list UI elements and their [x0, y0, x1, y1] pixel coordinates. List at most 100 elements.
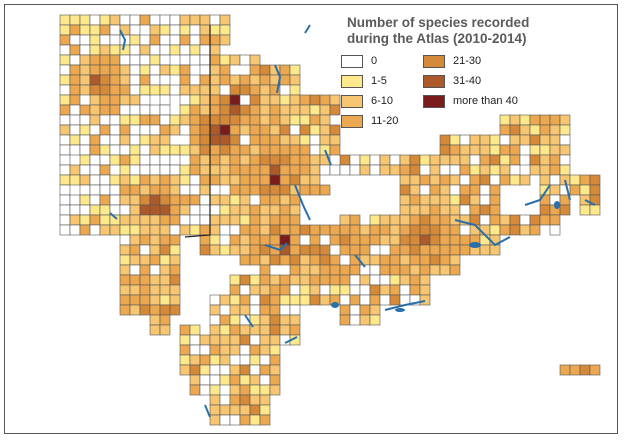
- atlas-square[interactable]: [59, 114, 71, 126]
- atlas-square[interactable]: [319, 264, 331, 276]
- atlas-square[interactable]: [449, 244, 461, 256]
- atlas-square[interactable]: [159, 164, 171, 176]
- atlas-square[interactable]: [209, 214, 221, 226]
- atlas-square[interactable]: [189, 14, 201, 26]
- atlas-square[interactable]: [259, 304, 271, 316]
- atlas-square[interactable]: [209, 114, 221, 126]
- atlas-square[interactable]: [479, 234, 491, 246]
- atlas-square[interactable]: [459, 154, 471, 166]
- atlas-square[interactable]: [309, 184, 321, 196]
- atlas-square[interactable]: [329, 264, 341, 276]
- atlas-square[interactable]: [379, 284, 391, 296]
- atlas-square[interactable]: [59, 44, 71, 56]
- atlas-square[interactable]: [249, 274, 261, 286]
- atlas-square[interactable]: [369, 214, 381, 226]
- atlas-square[interactable]: [359, 314, 371, 326]
- atlas-square[interactable]: [179, 194, 191, 206]
- atlas-square[interactable]: [69, 134, 81, 146]
- atlas-square[interactable]: [389, 234, 401, 246]
- atlas-square[interactable]: [519, 214, 531, 226]
- atlas-square[interactable]: [169, 274, 181, 286]
- atlas-square[interactable]: [489, 214, 501, 226]
- atlas-square[interactable]: [129, 84, 141, 96]
- atlas-square[interactable]: [109, 174, 121, 186]
- atlas-square[interactable]: [139, 104, 151, 116]
- atlas-square[interactable]: [79, 214, 91, 226]
- atlas-square[interactable]: [59, 164, 71, 176]
- atlas-square[interactable]: [239, 164, 251, 176]
- atlas-square[interactable]: [259, 124, 271, 136]
- atlas-square[interactable]: [299, 104, 311, 116]
- atlas-square[interactable]: [469, 154, 481, 166]
- atlas-square[interactable]: [549, 134, 561, 146]
- atlas-square[interactable]: [189, 74, 201, 86]
- atlas-square[interactable]: [289, 94, 301, 106]
- atlas-square[interactable]: [269, 384, 281, 396]
- atlas-square[interactable]: [199, 74, 211, 86]
- atlas-square[interactable]: [329, 284, 341, 296]
- atlas-square[interactable]: [199, 224, 211, 236]
- atlas-square[interactable]: [279, 194, 291, 206]
- atlas-square[interactable]: [329, 234, 341, 246]
- atlas-square[interactable]: [249, 214, 261, 226]
- atlas-square[interactable]: [379, 234, 391, 246]
- atlas-square[interactable]: [59, 194, 71, 206]
- atlas-square[interactable]: [439, 234, 451, 246]
- atlas-square[interactable]: [349, 284, 361, 296]
- atlas-square[interactable]: [99, 64, 111, 76]
- atlas-square[interactable]: [149, 184, 161, 196]
- atlas-square[interactable]: [229, 204, 241, 216]
- atlas-square[interactable]: [449, 154, 461, 166]
- atlas-square[interactable]: [89, 84, 101, 96]
- atlas-square[interactable]: [259, 404, 271, 416]
- atlas-square[interactable]: [109, 184, 121, 196]
- atlas-square[interactable]: [359, 274, 371, 286]
- atlas-square[interactable]: [229, 144, 241, 156]
- atlas-square[interactable]: [109, 124, 121, 136]
- atlas-square[interactable]: [89, 194, 101, 206]
- atlas-square[interactable]: [79, 34, 91, 46]
- atlas-square[interactable]: [209, 184, 221, 196]
- atlas-square[interactable]: [229, 344, 241, 356]
- atlas-square[interactable]: [189, 374, 201, 386]
- atlas-square[interactable]: [289, 74, 301, 86]
- atlas-square[interactable]: [189, 134, 201, 146]
- atlas-square[interactable]: [489, 144, 501, 156]
- atlas-square[interactable]: [319, 254, 331, 266]
- atlas-square[interactable]: [199, 124, 211, 136]
- atlas-square[interactable]: [119, 284, 131, 296]
- atlas-square[interactable]: [249, 384, 261, 396]
- atlas-square[interactable]: [229, 364, 241, 376]
- atlas-square[interactable]: [69, 54, 81, 66]
- atlas-square[interactable]: [259, 324, 271, 336]
- atlas-square[interactable]: [479, 214, 491, 226]
- atlas-square[interactable]: [189, 334, 201, 346]
- atlas-square[interactable]: [449, 254, 461, 266]
- atlas-square[interactable]: [279, 184, 291, 196]
- atlas-square[interactable]: [429, 234, 441, 246]
- atlas-square[interactable]: [269, 194, 281, 206]
- atlas-square[interactable]: [179, 354, 191, 366]
- atlas-square[interactable]: [479, 194, 491, 206]
- atlas-square[interactable]: [229, 214, 241, 226]
- atlas-square[interactable]: [159, 104, 171, 116]
- atlas-square[interactable]: [239, 114, 251, 126]
- atlas-square[interactable]: [329, 254, 341, 266]
- atlas-square[interactable]: [439, 224, 451, 236]
- atlas-square[interactable]: [259, 184, 271, 196]
- atlas-square[interactable]: [329, 134, 341, 146]
- atlas-square[interactable]: [229, 174, 241, 186]
- atlas-square[interactable]: [59, 144, 71, 156]
- atlas-square[interactable]: [249, 234, 261, 246]
- atlas-square[interactable]: [199, 114, 211, 126]
- atlas-square[interactable]: [429, 254, 441, 266]
- atlas-square[interactable]: [209, 84, 221, 96]
- atlas-square[interactable]: [179, 214, 191, 226]
- atlas-square[interactable]: [539, 214, 551, 226]
- atlas-square[interactable]: [59, 84, 71, 96]
- atlas-square[interactable]: [279, 254, 291, 266]
- atlas-square[interactable]: [289, 324, 301, 336]
- atlas-square[interactable]: [129, 14, 141, 26]
- atlas-square[interactable]: [269, 204, 281, 216]
- atlas-square[interactable]: [229, 84, 241, 96]
